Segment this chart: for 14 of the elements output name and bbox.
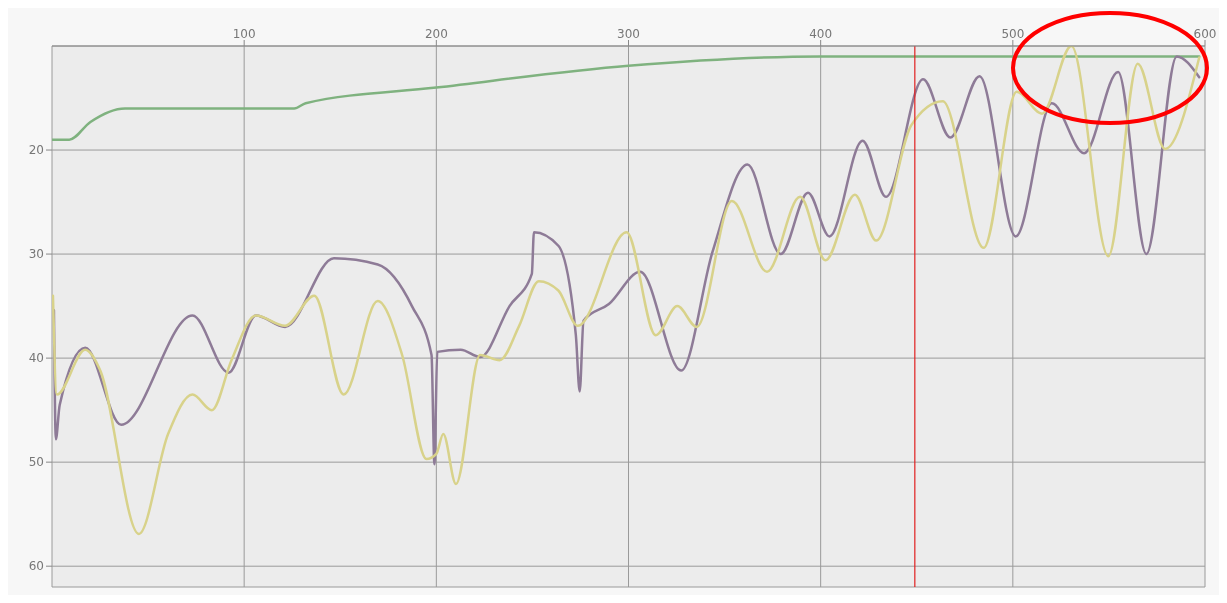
line-series bbox=[52, 55, 1201, 466]
line-series bbox=[52, 46, 1201, 536]
x-tick-label: 600 bbox=[1193, 27, 1217, 41]
x-tick-label: 100 bbox=[232, 27, 256, 41]
x-tick-label: 200 bbox=[424, 27, 448, 41]
x-tick-label: 300 bbox=[617, 27, 640, 41]
line-series bbox=[52, 55, 1201, 141]
y-tick-label: 20 bbox=[28, 143, 44, 158]
x-tick-label: 500 bbox=[1001, 27, 1025, 41]
y-tick-label: 40 bbox=[28, 351, 44, 366]
y-tick-label: 60 bbox=[28, 559, 44, 574]
y-tick-label: 30 bbox=[28, 247, 44, 262]
y-tick-label: 50 bbox=[28, 455, 44, 470]
x-tick-label: 400 bbox=[809, 27, 833, 41]
